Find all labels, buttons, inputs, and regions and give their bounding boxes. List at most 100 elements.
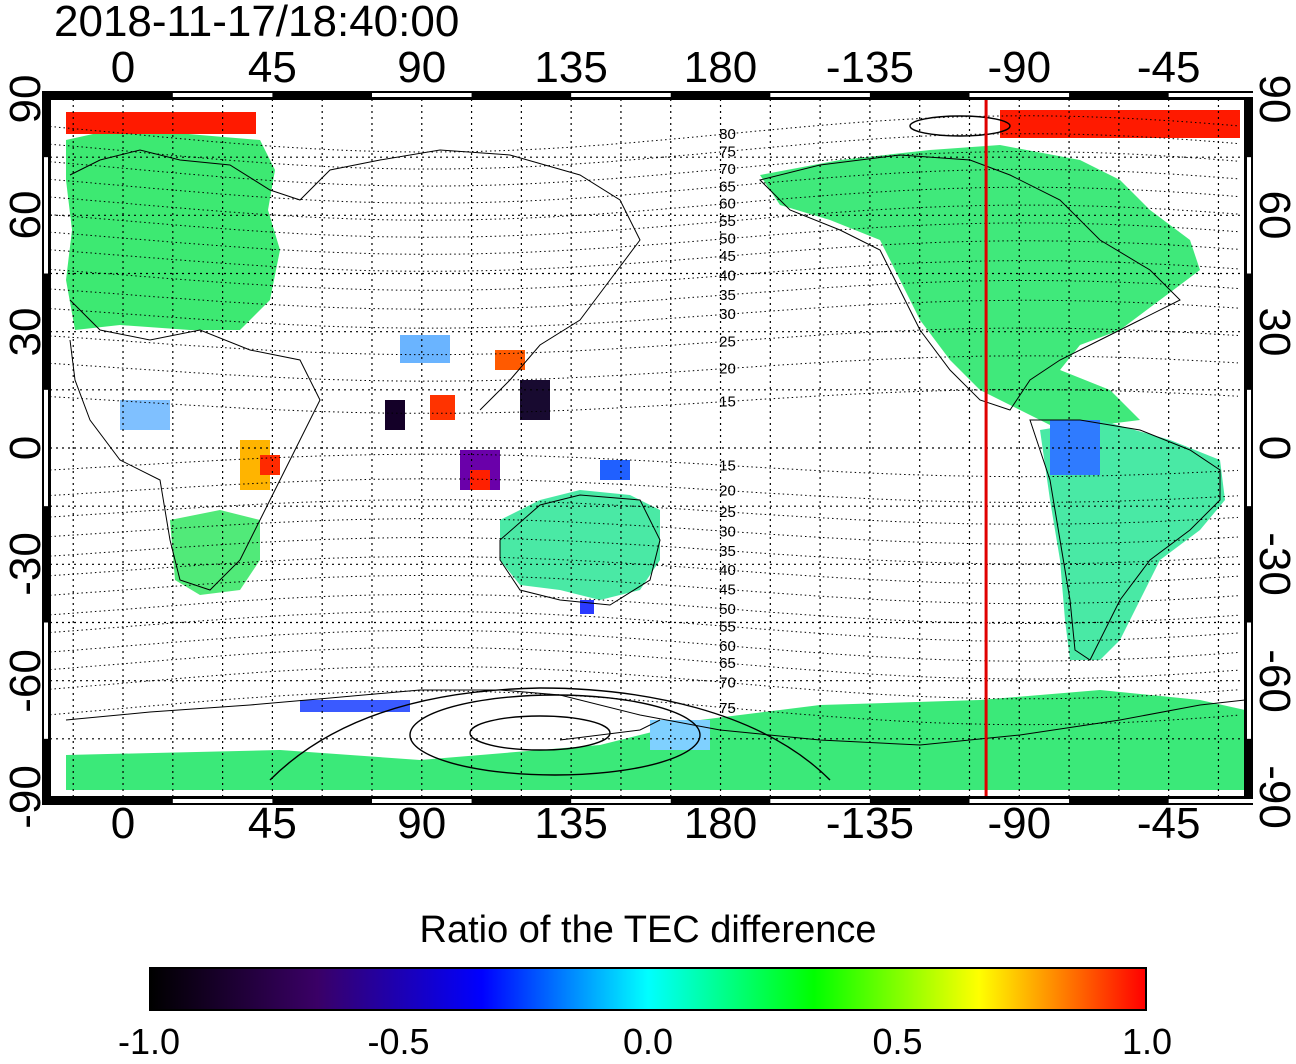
maglat-contour	[50, 610, 1239, 642]
axis-segment	[770, 93, 870, 97]
maglat-contour	[50, 260, 1239, 291]
maglat-label: 30	[719, 306, 736, 323]
tick-left-label: 90	[1, 74, 50, 124]
maglat-contour	[50, 537, 1239, 565]
maglat-label: 15	[719, 457, 736, 474]
axis-segment	[571, 93, 671, 97]
tec-region-europe	[66, 128, 280, 330]
maglat-contour	[50, 575, 1239, 605]
tick-right-label: 0	[1250, 435, 1296, 461]
maglat-contour	[50, 186, 1239, 221]
tick-bot-label: -135	[825, 799, 914, 848]
tick-left-label: 0	[1, 435, 50, 461]
tick-left-label: 60	[1, 190, 50, 240]
tick-bot-label: -45	[1136, 799, 1201, 848]
tick-top-label: 0	[110, 43, 136, 92]
maglat-contour	[50, 499, 1239, 525]
maglat-contour	[50, 240, 1239, 272]
tick-top-label: -135	[825, 43, 914, 92]
maglat-label: 55	[719, 618, 736, 635]
tick-right-label: -30	[1250, 532, 1296, 597]
tick-top-label: 45	[247, 43, 297, 92]
maglat-label: 70	[719, 675, 736, 692]
axis-segment	[44, 389, 48, 507]
maglat-label: 70	[719, 161, 736, 178]
maglat-label: 45	[719, 582, 736, 599]
axis-segment	[371, 799, 472, 803]
maglat-label: 75	[719, 143, 736, 160]
tick-right-label: -60	[1250, 648, 1296, 713]
maglat-contour	[50, 690, 1239, 726]
maglat-contour	[50, 556, 1239, 585]
tec-region-africa	[170, 510, 260, 595]
tec-region-south-america	[1040, 420, 1225, 660]
maglat-label: 50	[719, 601, 736, 618]
maglat-label: 15	[719, 393, 736, 410]
axis-segment	[969, 799, 1070, 803]
maglat-contour	[50, 151, 1239, 187]
maglat-contour	[50, 478, 1239, 503]
maglat-contour	[50, 355, 1239, 382]
tick-bot-label: 135	[534, 799, 608, 848]
axis-segment	[1247, 157, 1251, 274]
magnetic-pole-contours	[269, 115, 1011, 781]
colorbar-tick-label: 0.0	[622, 1021, 674, 1062]
tec-region-australia	[500, 490, 660, 600]
maglat-label: 65	[719, 178, 736, 195]
tick-bot-label: 0	[110, 799, 136, 848]
colorbar-tick-label: 0.5	[872, 1021, 923, 1062]
maglat-label: 20	[719, 361, 736, 378]
tec-polar-cap-asia	[66, 112, 256, 134]
axis-segment	[969, 93, 1070, 97]
maglat-label: 60	[719, 638, 736, 655]
maglat-contour	[50, 646, 1239, 680]
axis-segment	[44, 622, 48, 739]
maglat-contour	[50, 299, 1239, 329]
maglat-label: 65	[719, 655, 736, 672]
maglat-contour	[50, 168, 1239, 204]
tick-top-label: -90	[987, 43, 1052, 92]
maglat-contour	[50, 593, 1239, 625]
axis-segment	[371, 93, 472, 97]
tick-bot-label: -90	[987, 799, 1052, 848]
tick-right-label: 30	[1250, 307, 1296, 357]
axis-segment	[1247, 389, 1251, 507]
maglat-label: 20	[719, 483, 736, 500]
tick-bot-label: 90	[397, 799, 447, 848]
tick-bot-label: 45	[247, 799, 297, 848]
maglat-contour	[50, 204, 1239, 238]
maglat-contour	[50, 665, 1239, 700]
tick-left-label: -90	[1, 765, 50, 829]
maglat-label: 60	[719, 196, 736, 213]
colorbar-tick-label: -0.5	[367, 1021, 430, 1062]
axis-segment	[172, 93, 273, 97]
maglat-contour	[50, 389, 1239, 414]
maglat-contour	[50, 518, 1239, 545]
maglat-label: 55	[719, 213, 736, 230]
maglat-label: 40	[719, 267, 736, 284]
axis-segment	[1168, 93, 1269, 97]
map-area: 8075706560555045403530252015152025303540…	[50, 99, 1245, 797]
maglat-label: 30	[719, 523, 736, 540]
maglat-label: 25	[719, 504, 736, 521]
maglat-label: 50	[719, 231, 736, 248]
tec-polar-cap-america	[1000, 110, 1240, 138]
magnetic-latitude-labels: 8075706560555045403530252015152025303540…	[719, 126, 736, 717]
tec-data-layer	[66, 110, 1245, 790]
axis-segment	[44, 157, 48, 274]
maglat-contour	[50, 327, 1239, 356]
maglat-label: 80	[719, 126, 736, 143]
maglat-label: 45	[719, 248, 736, 265]
colorbar-tick-label: -1.0	[117, 1021, 181, 1062]
tick-left-label: -30	[1, 532, 50, 597]
tick-left-label: 30	[1, 307, 50, 357]
maglat-label: 35	[719, 543, 736, 560]
tick-right-label: 60	[1250, 190, 1296, 240]
coastlines	[65, 149, 1245, 746]
maglat-contour	[50, 629, 1239, 662]
tick-right-label: -90	[1250, 765, 1296, 829]
maglat-label: 75	[719, 700, 736, 717]
maglat-label: 25	[719, 333, 736, 350]
tick-top-label: 90	[397, 43, 447, 92]
